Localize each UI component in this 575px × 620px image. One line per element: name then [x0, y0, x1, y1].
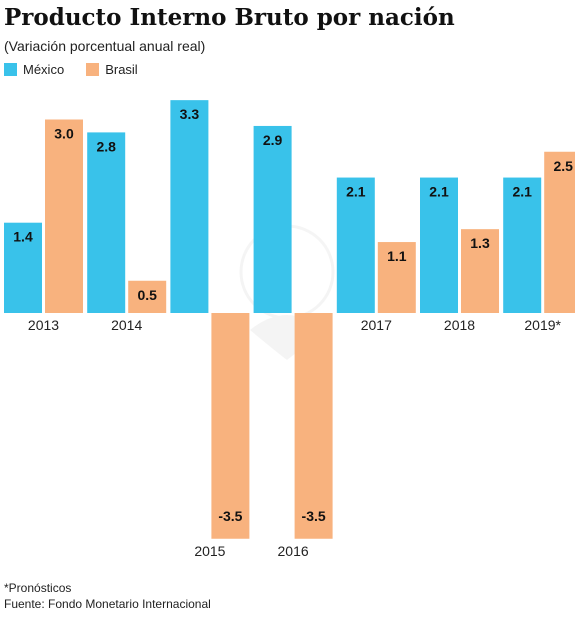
bar-mexico-2015: [170, 100, 209, 314]
value-label-brasil-2014: 0.5: [137, 287, 157, 303]
legend-item-brasil: Brasil: [86, 62, 138, 77]
bar-mexico-2014: [87, 132, 126, 313]
chart-title: Producto Interno Bruto por nación: [4, 4, 455, 31]
bar-mexico-2017: [336, 177, 375, 313]
value-label-brasil-2013: 3.0: [54, 126, 74, 142]
value-label-mexico-2014: 2.8: [96, 138, 116, 154]
legend-label-brasil: Brasil: [105, 62, 138, 77]
bar-mexico-2013: [4, 222, 42, 313]
footnote: *Pronósticos: [4, 581, 72, 595]
value-label-brasil-2015: -3.5: [218, 508, 242, 524]
chart-subtitle: (Variación porcentual anual real): [4, 38, 206, 54]
value-label-brasil-2016: -3.5: [302, 508, 326, 524]
bar-brasil-2017: [377, 242, 416, 313]
value-label-brasil-2019: 2.5: [553, 158, 573, 174]
x-tick-label-2015: 2015: [194, 543, 225, 559]
bar-brasil-2013: [45, 119, 83, 313]
value-label-mexico-2013: 1.4: [13, 229, 33, 245]
x-tick-label-2017: 2017: [361, 317, 392, 333]
legend-item-mexico: México: [4, 62, 64, 77]
legend-label-mexico: México: [23, 62, 65, 77]
value-label-mexico-2019: 2.1: [512, 184, 532, 200]
bar-mexico-2016: [253, 125, 292, 313]
legend-swatch-brasil: [86, 63, 100, 76]
value-label-mexico-2017: 2.1: [346, 184, 366, 200]
bar-brasil-2019: [544, 151, 575, 313]
value-label-mexico-2016: 2.9: [263, 132, 283, 148]
x-tick-label-2019: 2019*: [524, 317, 561, 333]
value-label-brasil-2018: 1.3: [470, 235, 490, 251]
value-label-mexico-2018: 2.1: [429, 184, 449, 200]
bar-brasil-2014: [128, 280, 167, 313]
source-note: Fuente: Fondo Monetario Internacional: [4, 597, 211, 611]
x-tick-label-2018: 2018: [444, 317, 475, 333]
bar-brasil-2018: [461, 229, 499, 313]
x-tick-label-2013: 2013: [28, 317, 59, 333]
x-tick-label-2016: 2016: [278, 543, 309, 559]
bar-mexico-2019: [503, 177, 542, 313]
bar-brasil-2016: [294, 313, 333, 539]
legend: México Brasil: [4, 62, 160, 77]
bar-brasil-2015: [211, 313, 250, 539]
value-label-mexico-2015: 3.3: [180, 106, 200, 122]
value-label-brasil-2017: 1.1: [387, 248, 407, 264]
x-tick-label-2014: 2014: [111, 317, 142, 333]
bar-mexico-2018: [420, 177, 458, 313]
legend-swatch-mexico: [4, 63, 17, 76]
